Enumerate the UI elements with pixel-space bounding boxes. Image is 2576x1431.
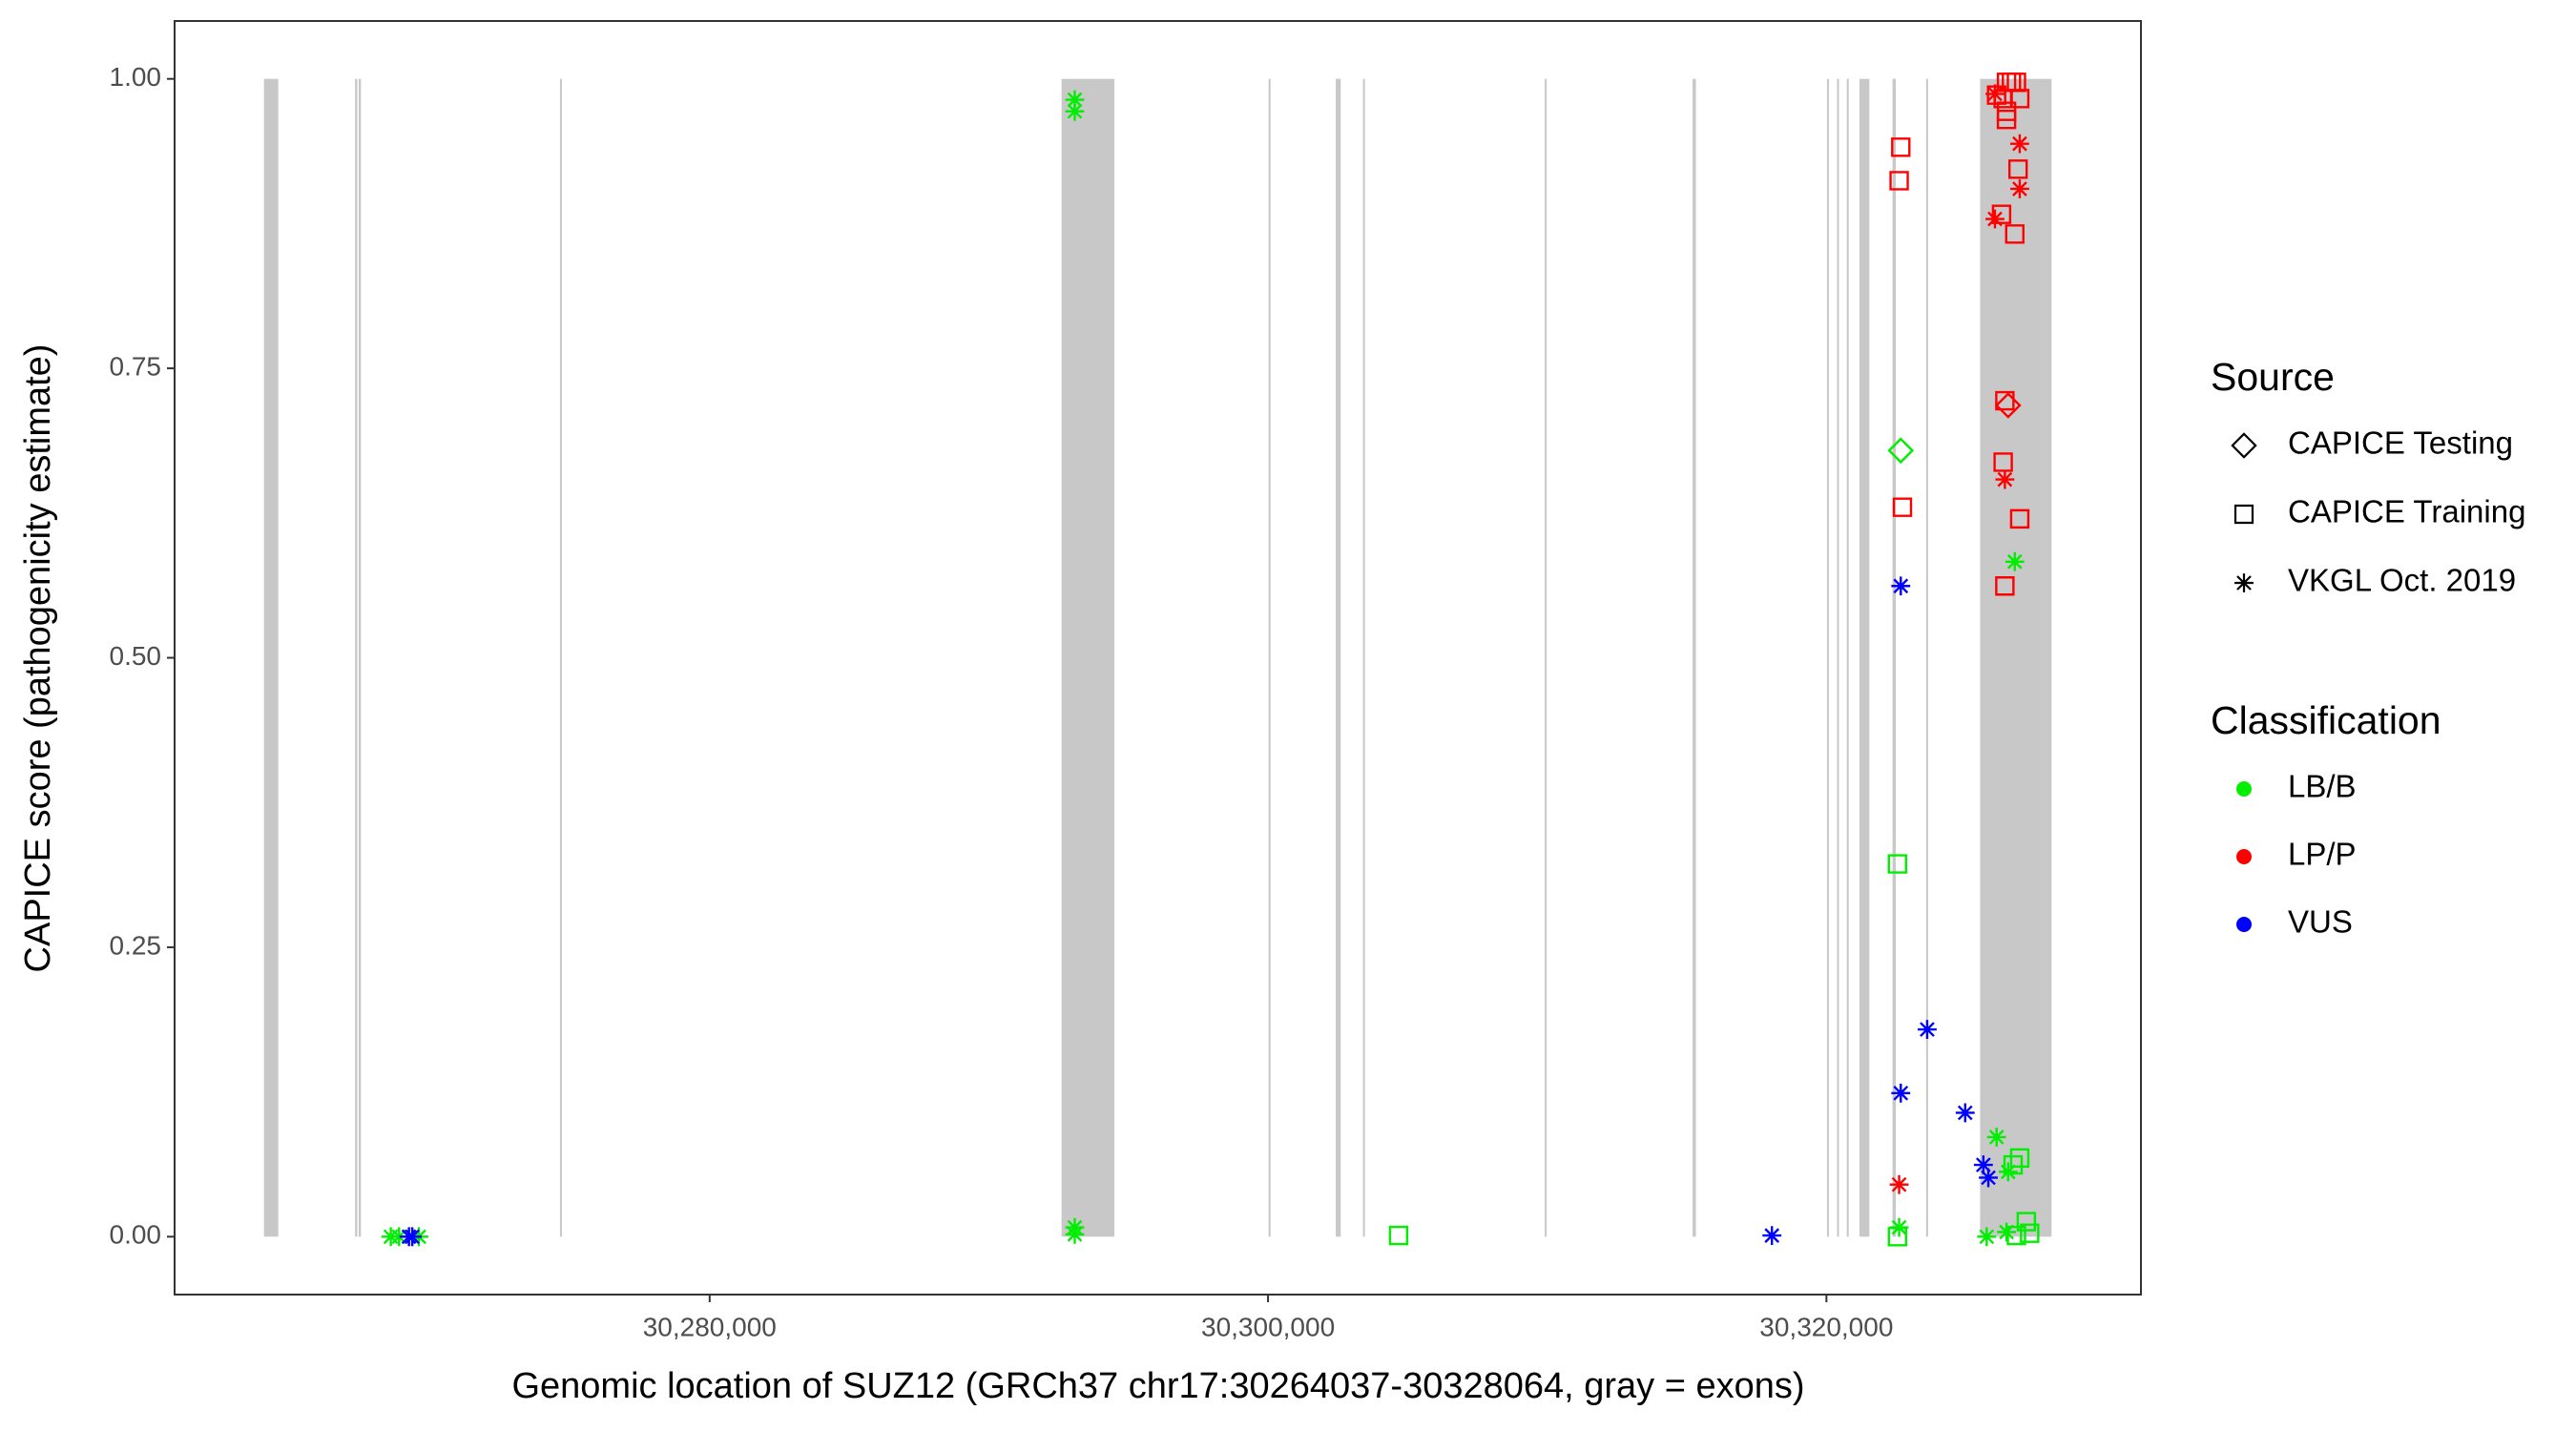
x-tick-label: 30,300,000 [1201,1312,1335,1341]
point [1388,1225,1409,1246]
exon [1925,78,1928,1237]
point [399,1227,419,1247]
legend-symbol [2236,781,2252,797]
point [389,1227,409,1247]
legend-label: VUS [2288,904,2353,940]
exon [1545,78,1548,1237]
exon [1980,78,2052,1237]
point [2020,1223,2040,1243]
legend-symbol [2233,504,2254,525]
point [2010,134,2029,154]
point [1985,209,2005,229]
legend-title: Classification [2211,698,2441,742]
exon [1826,78,1829,1237]
exon [559,78,563,1237]
exon [1362,78,1365,1237]
exon [1061,78,1115,1237]
point [1892,497,1913,517]
legend-symbol [2234,573,2254,592]
point [1887,437,1915,465]
point [1955,1103,1975,1123]
point [2009,1148,2030,1168]
point [1997,1222,2016,1242]
point [1891,137,1911,157]
y-tick-label: 1.00 [110,62,162,92]
point [2005,224,2025,244]
point [1065,101,1085,121]
point [1998,1162,2018,1182]
legend-symbol [2236,917,2252,932]
point [1985,84,2005,104]
exon [1892,78,1897,1237]
point [2009,89,2030,109]
point [1994,392,2022,419]
exon [1837,78,1839,1237]
x-tick-label: 30,320,000 [1759,1312,1893,1341]
point [1889,1174,1909,1194]
point [1889,1217,1909,1237]
x-axis-title: Genomic location of SUZ12 (GRCh37 chr17:… [511,1366,1804,1406]
point [1996,109,2017,130]
y-axis-title: CAPICE score (pathogenicity estimate) [18,344,58,973]
exon [1336,78,1341,1237]
point [2010,179,2029,198]
point [2016,1212,2037,1232]
point [1995,469,2015,489]
point [1762,1226,1782,1245]
exon [358,78,362,1237]
y-tick-label: 0.25 [110,930,162,960]
x-tick-label: 30,280,000 [643,1312,777,1341]
point [1979,1168,1998,1188]
legend-label: CAPICE Testing [2288,425,2513,461]
point [1891,1083,1911,1103]
point [1993,452,2013,472]
point [2008,159,2028,179]
point [1887,854,1907,874]
point [1973,1155,1993,1174]
exon [263,78,279,1237]
legend-label: VKGL Oct. 2019 [2288,563,2516,598]
legend-symbol [2236,849,2252,864]
point [1065,90,1085,110]
y-tick-label: 0.50 [110,641,162,671]
point [1891,576,1911,596]
legend-label: LP/P [2288,837,2357,872]
point [2009,508,2030,529]
point [1889,171,1909,191]
y-tick-label: 0.75 [110,351,162,381]
legend-label: LB/B [2288,769,2357,804]
point [2006,1225,2026,1246]
exon [1859,78,1870,1237]
point [1918,1020,1937,1039]
point [2005,551,2025,571]
legend-title: Source [2211,355,2335,399]
point [1995,390,2015,411]
point [1995,576,2015,596]
exon [1268,78,1271,1237]
exon [355,78,358,1237]
legend-label: CAPICE Training [2288,494,2525,529]
panel-border [174,20,2142,1296]
exon [1693,78,1696,1237]
point [1065,1217,1085,1237]
point [1977,1227,1997,1247]
point [1986,1128,2006,1147]
legend-symbol [2231,432,2257,459]
exon [1846,78,1849,1237]
y-tick-label: 0.00 [110,1220,162,1250]
